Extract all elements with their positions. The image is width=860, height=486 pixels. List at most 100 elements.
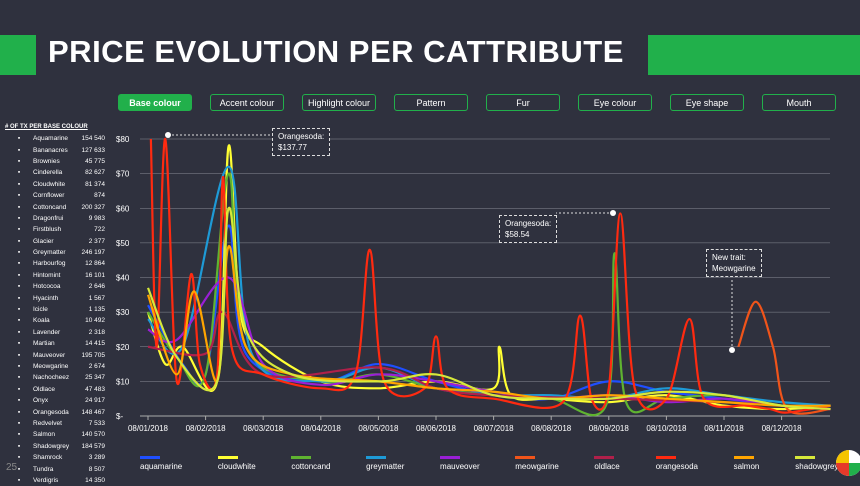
bullet-icon: ▪ — [17, 476, 21, 484]
list-item: ▪ Hotcocoa 2 646 — [5, 281, 105, 292]
list-item: ▪ Cinderella 82 627 — [5, 167, 105, 178]
tx-count: 195 705 — [81, 351, 106, 359]
legend-swatch — [795, 456, 816, 460]
tx-count: 81 374 — [85, 180, 105, 188]
colour-name: Greymatter — [33, 249, 66, 257]
list-item: ▪ Oldlace 47 483 — [5, 384, 105, 395]
bullet-icon: ▪ — [17, 283, 21, 291]
x-tick-label: 08/12/2018 — [762, 424, 803, 433]
list-item: ▪ Meowgarine 2 674 — [5, 361, 105, 372]
colour-name: Firstblush — [33, 226, 62, 234]
tx-count: 2 377 — [88, 237, 105, 245]
tab-eye-shape[interactable]: Eye shape — [670, 94, 744, 111]
bullet-icon: ▪ — [17, 226, 21, 234]
colour-name: Dragonfrui — [33, 214, 64, 222]
tab-fur[interactable]: Fur — [486, 94, 560, 111]
list-item: ▪ Redvelvet 7 533 — [5, 418, 105, 429]
legend-swatch — [515, 456, 536, 460]
tx-count: 8 507 — [88, 465, 105, 473]
list-item: ▪ Greymatter 246 197 — [5, 247, 105, 258]
tx-count: 874 — [94, 192, 105, 200]
x-tick-label: 08/08/2018 — [531, 424, 572, 433]
tx-count: 14 415 — [85, 340, 105, 348]
legend-swatch — [217, 456, 238, 460]
legend-label: shadowgrey — [795, 462, 839, 471]
bullet-icon: ▪ — [17, 294, 21, 302]
y-tick-label: $- — [116, 412, 123, 421]
x-tick-label: 08/11/2018 — [704, 424, 744, 433]
annotation-text: New trait: — [712, 253, 746, 262]
y-tick-label: $10 — [116, 377, 130, 386]
list-item: ▪ Firstblush 722 — [5, 224, 105, 235]
bullet-icon: ▪ — [17, 203, 21, 211]
list-item: ▪ Nachocheez 25 347 — [5, 372, 105, 383]
tx-count: 9 983 — [88, 214, 105, 222]
tx-count: 82 627 — [85, 169, 105, 177]
bullet-icon: ▪ — [17, 419, 21, 427]
legend-item: cloudwhite — [217, 453, 278, 471]
colour-name: Icicle — [33, 306, 48, 314]
x-tick-label: 08/10/2018 — [646, 424, 687, 433]
colour-name: Hintomint — [33, 271, 61, 279]
legend-label: greymatter — [366, 462, 405, 471]
annotation-orangesoda-peak: Orangesoda: $137.77 — [272, 128, 331, 156]
tx-count: 140 570 — [81, 431, 106, 439]
tx-count: 2 674 — [88, 363, 105, 370]
tab-highlight-colour[interactable]: Highlight colour — [302, 94, 376, 111]
legend-swatch — [440, 456, 461, 460]
series-line-shadowgrey — [146, 207, 831, 411]
page-title: PRICE EVOLUTION PER CATTRIBUTE — [48, 34, 624, 69]
colour-name: Hyacinth — [33, 294, 59, 302]
series-line-greymatter — [147, 165, 831, 407]
colour-name: Lavender — [33, 328, 61, 336]
colour-name: Onyx — [33, 397, 49, 405]
list-item: ▪ Orangesoda 148 467 — [5, 406, 105, 417]
colour-name: Verdigris — [33, 476, 59, 484]
legend-label: cottoncand — [291, 462, 331, 471]
tab-accent-colour[interactable]: Accent colour — [210, 94, 284, 111]
annotation-value: $137.77 — [278, 143, 307, 152]
y-tick-label: $50 — [116, 239, 130, 248]
list-item: ▪ Aquamarine 154 540 — [5, 133, 105, 144]
tab-pattern[interactable]: Pattern — [394, 94, 468, 111]
annotation-marker — [610, 210, 616, 216]
legend-label: cloudwhite — [217, 462, 256, 471]
colour-name: Brownies — [33, 157, 60, 165]
legend-swatch — [291, 456, 312, 460]
annotation-text: Orangesoda: — [505, 219, 552, 228]
legend-label: aquamarine — [140, 462, 183, 471]
page-number: 25 — [6, 462, 18, 473]
series-line-salmon — [146, 245, 831, 407]
bullet-icon: ▪ — [17, 408, 21, 416]
list-item: ▪ Cloudwhite 81 374 — [5, 179, 105, 190]
series-line-meowgarine — [737, 300, 831, 415]
tab-base-colour[interactable]: Base colour — [118, 94, 192, 111]
list-item: ▪ Glacier 2 377 — [5, 236, 105, 247]
bullet-icon: ▪ — [17, 465, 21, 473]
chart-legend: aquamarine cloudwhite cottoncand greymatter… — [140, 453, 860, 471]
colour-name: Cloudwhite — [33, 180, 66, 188]
bullet-icon: ▪ — [17, 146, 21, 154]
colour-name: Koala — [33, 317, 50, 325]
legend-label: oldlace — [594, 462, 620, 471]
tx-count: 24 917 — [85, 397, 105, 405]
bullet-icon: ▪ — [17, 157, 21, 165]
x-tick-label: 08/04/2018 — [301, 424, 342, 433]
legend-item: oldlace — [594, 453, 641, 471]
header-bar-left — [0, 35, 36, 75]
colour-name: Mauveover — [33, 351, 66, 359]
tab-eye-colour[interactable]: Eye colour — [578, 94, 652, 111]
legend-label: mauveover — [440, 462, 480, 471]
bullet-icon: ▪ — [17, 397, 21, 405]
colour-name: Salmon — [33, 431, 56, 439]
tab-mouth[interactable]: Mouth — [762, 94, 836, 111]
list-item: ▪ Lavender 2 318 — [5, 327, 105, 338]
colour-name: Redvelvet — [33, 419, 62, 427]
legend-item: meowgarine — [515, 453, 580, 471]
list-item: ▪ Hintomint 16 101 — [5, 270, 105, 281]
tx-count: 47 483 — [85, 385, 105, 393]
tx-count: 200 327 — [81, 203, 106, 211]
tx-count: 1 567 — [88, 294, 105, 302]
legend-swatch — [733, 456, 754, 460]
list-item: ▪ Shamrock 3 289 — [5, 452, 105, 463]
